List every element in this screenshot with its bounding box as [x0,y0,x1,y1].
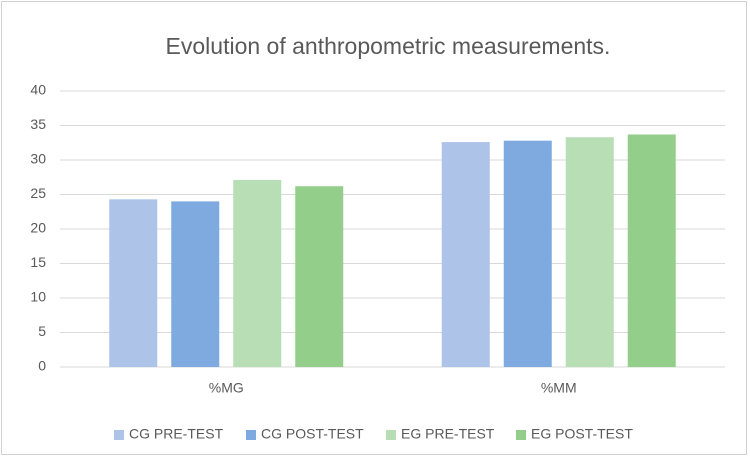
y-tick-label: 10 [30,289,46,305]
y-tick-label: 0 [38,358,46,374]
y-tick-label: 20 [30,220,46,236]
legend-swatch [114,430,124,440]
x-tick-label: %MM [541,380,577,396]
y-tick-label: 5 [38,323,46,339]
bar [233,180,282,367]
y-tick-label: 40 [30,82,46,98]
bar [565,137,614,367]
legend-swatch [516,430,526,440]
bar [503,140,552,367]
legend-label: EG PRE-TEST [401,426,495,442]
bar [627,134,676,367]
bar [109,199,158,367]
y-tick-label: 30 [30,151,46,167]
y-tick-label: 35 [30,116,46,132]
legend-label: EG POST-TEST [531,426,633,442]
x-tick-label: %MG [209,380,244,396]
legend-label: CG PRE-TEST [129,426,224,442]
y-tick-label: 25 [30,185,46,201]
chart-title: Evolution of anthropometric measurements… [166,33,611,59]
legend-swatch [386,430,396,440]
legend-label: CG POST-TEST [261,426,364,442]
bar [295,186,344,367]
legend-swatch [246,430,256,440]
bar [171,201,220,367]
y-tick-label: 15 [30,254,46,270]
bar [441,142,490,367]
